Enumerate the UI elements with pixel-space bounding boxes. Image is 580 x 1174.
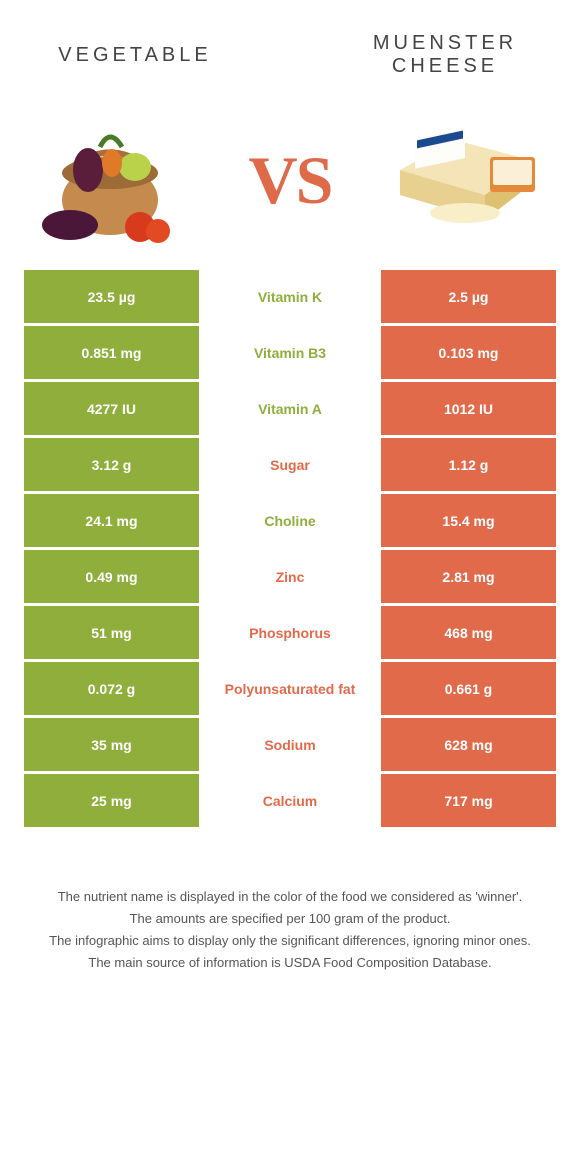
images-row: VS xyxy=(0,100,580,260)
left-value: 24.1 mg xyxy=(24,494,199,547)
table-row: 24.1 mgCholine15.4 mg xyxy=(24,494,556,547)
footer-line: The nutrient name is displayed in the co… xyxy=(30,887,550,907)
right-value: 628 mg xyxy=(381,718,556,771)
footer-notes: The nutrient name is displayed in the co… xyxy=(30,887,550,974)
nutrient-label: Phosphorus xyxy=(199,606,381,659)
table-row: 3.12 gSugar1.12 g xyxy=(24,438,556,491)
right-value: 2.5 µg xyxy=(381,270,556,323)
left-value: 0.49 mg xyxy=(24,550,199,603)
table-row: 51 mgPhosphorus468 mg xyxy=(24,606,556,659)
cheese-image xyxy=(390,110,550,250)
nutrient-label: Choline xyxy=(199,494,381,547)
header: VEGETABLE MUENSTER CHEESE xyxy=(0,0,580,100)
nutrient-label: Zinc xyxy=(199,550,381,603)
right-value: 717 mg xyxy=(381,774,556,827)
nutrient-label: Polyunsaturated fat xyxy=(199,662,381,715)
right-value: 1012 IU xyxy=(381,382,556,435)
right-value: 0.661 g xyxy=(381,662,556,715)
table-row: 0.072 gPolyunsaturated fat0.661 g xyxy=(24,662,556,715)
table-row: 0.851 mgVitamin B30.103 mg xyxy=(24,326,556,379)
left-value: 25 mg xyxy=(24,774,199,827)
right-title: MUENSTER CHEESE xyxy=(330,32,560,78)
left-value: 23.5 µg xyxy=(24,270,199,323)
vs-label: VS xyxy=(249,141,332,220)
table-row: 25 mgCalcium717 mg xyxy=(24,774,556,827)
nutrient-label: Calcium xyxy=(199,774,381,827)
left-value: 3.12 g xyxy=(24,438,199,491)
basket-icon xyxy=(40,115,180,245)
left-value: 0.072 g xyxy=(24,662,199,715)
left-title: VEGETABLE xyxy=(20,44,250,67)
right-value: 0.103 mg xyxy=(381,326,556,379)
right-value: 468 mg xyxy=(381,606,556,659)
comparison-table: 23.5 µgVitamin K2.5 µg0.851 mgVitamin B3… xyxy=(24,270,556,827)
footer-line: The infographic aims to display only the… xyxy=(30,931,550,951)
footer-line: The amounts are specified per 100 gram o… xyxy=(30,909,550,929)
vegetable-image xyxy=(30,110,190,250)
table-row: 35 mgSodium628 mg xyxy=(24,718,556,771)
left-value: 4277 IU xyxy=(24,382,199,435)
cheese-icon xyxy=(395,125,545,235)
right-value: 1.12 g xyxy=(381,438,556,491)
table-row: 4277 IUVitamin A1012 IU xyxy=(24,382,556,435)
right-value: 2.81 mg xyxy=(381,550,556,603)
table-row: 0.49 mgZinc2.81 mg xyxy=(24,550,556,603)
nutrient-label: Sugar xyxy=(199,438,381,491)
nutrient-label: Vitamin A xyxy=(199,382,381,435)
left-value: 35 mg xyxy=(24,718,199,771)
table-row: 23.5 µgVitamin K2.5 µg xyxy=(24,270,556,323)
left-value: 0.851 mg xyxy=(24,326,199,379)
left-value: 51 mg xyxy=(24,606,199,659)
nutrient-label: Vitamin K xyxy=(199,270,381,323)
footer-line: The main source of information is USDA F… xyxy=(30,953,550,973)
nutrient-label: Vitamin B3 xyxy=(199,326,381,379)
right-value: 15.4 mg xyxy=(381,494,556,547)
nutrient-label: Sodium xyxy=(199,718,381,771)
